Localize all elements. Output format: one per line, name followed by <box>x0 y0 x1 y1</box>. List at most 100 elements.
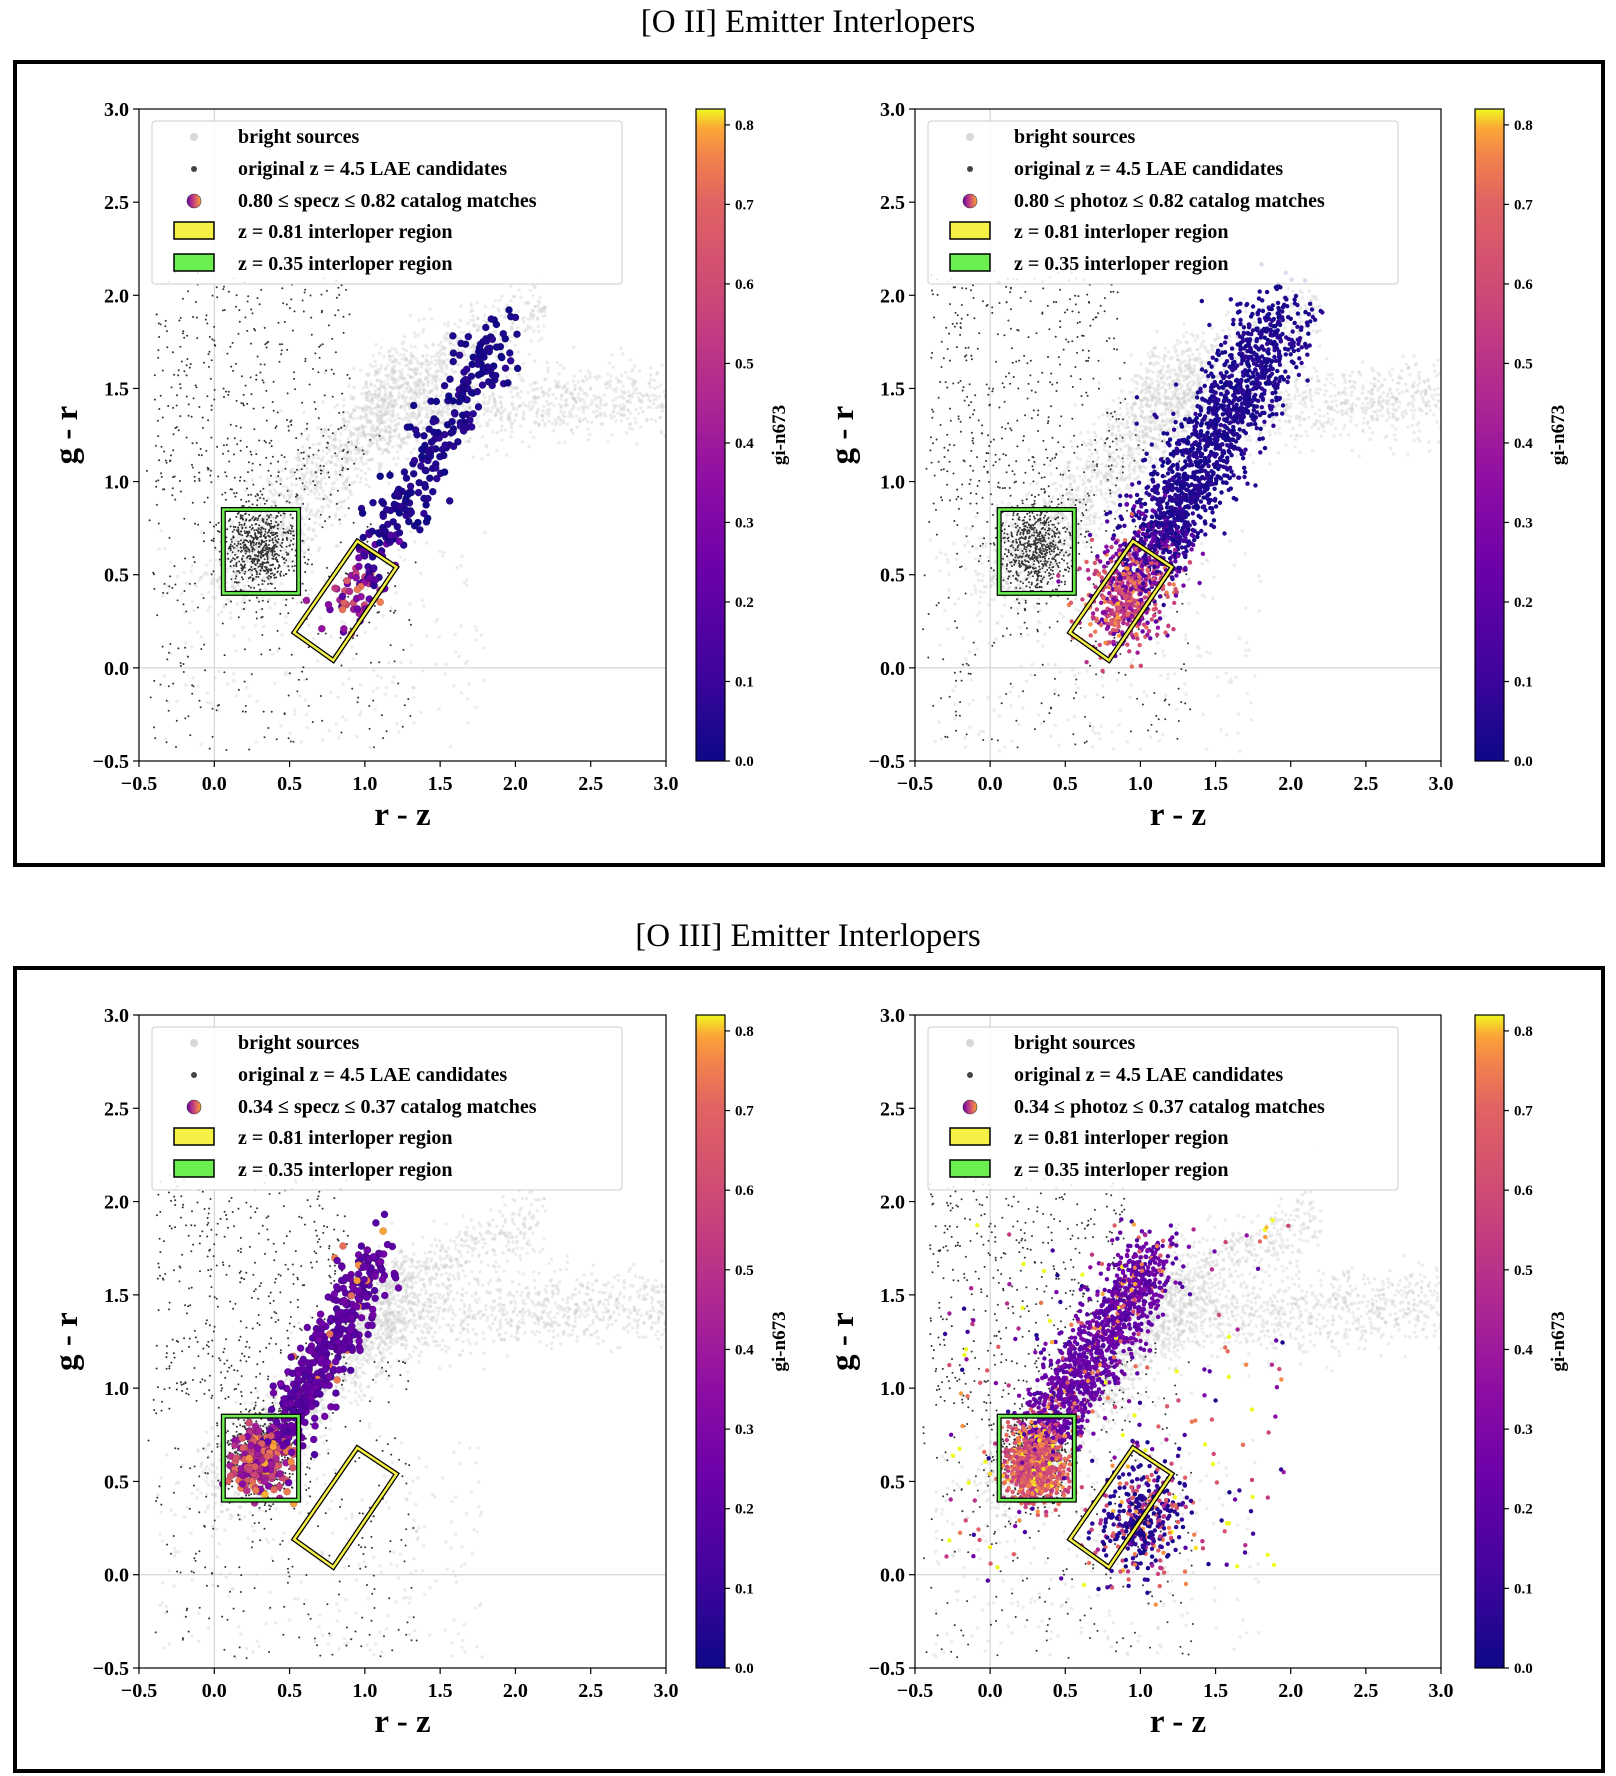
lae-candidate-point <box>270 531 273 534</box>
bright-source-point <box>344 443 348 448</box>
lae-candidate-point <box>277 511 280 514</box>
bright-source-point <box>637 398 642 403</box>
bright-source-point <box>404 363 408 368</box>
bright-source-point <box>397 421 401 425</box>
bright-source-point <box>380 420 384 425</box>
bright-source-point <box>481 646 485 650</box>
bright-source-point <box>558 418 563 422</box>
bright-source-point <box>1067 460 1072 464</box>
bright-source-point <box>462 581 467 585</box>
bright-source-point <box>1004 569 1008 574</box>
bright-source-point <box>535 410 540 414</box>
bright-source-point <box>280 633 284 637</box>
lae-candidate-point <box>277 460 280 463</box>
bright-source-point <box>457 347 461 351</box>
bright-source-point <box>334 437 338 442</box>
bright-source-point <box>412 367 417 371</box>
bright-source-point <box>1084 486 1089 490</box>
bright-source-point <box>397 386 401 390</box>
bright-source-point <box>535 411 539 415</box>
bright-source-point <box>327 728 331 733</box>
catalog-match-point <box>409 401 418 410</box>
bright-source-point <box>1386 392 1390 396</box>
lae-candidate-point <box>229 543 232 546</box>
bright-source-point <box>638 369 642 373</box>
bright-source-point <box>358 713 362 717</box>
bright-source-point <box>398 445 403 450</box>
bright-source-point <box>590 420 594 424</box>
bright-source-point <box>385 430 389 434</box>
lae-candidate-point <box>174 583 177 586</box>
bright-source-point <box>458 318 463 323</box>
bright-source-point <box>426 391 431 395</box>
catalog-match-point <box>462 365 471 374</box>
bright-source-point <box>311 442 316 447</box>
bright-source-point <box>417 414 421 419</box>
lae-candidate-point <box>274 587 277 590</box>
bright-source-point <box>393 364 397 369</box>
bright-source-point <box>1170 356 1175 360</box>
bright-source-point <box>306 437 310 441</box>
bright-source-point <box>1118 456 1123 460</box>
bright-source-point <box>524 328 528 332</box>
bright-source-point <box>563 403 567 408</box>
bright-source-point <box>1160 420 1165 424</box>
bright-source-point <box>489 409 493 414</box>
lae-candidate-point <box>267 534 270 537</box>
bright-source-point <box>475 383 479 387</box>
bright-source-point <box>287 492 291 497</box>
bright-source-point <box>388 398 392 402</box>
bright-source-point <box>439 421 443 425</box>
bright-source-point <box>465 583 469 588</box>
bright-source-point <box>618 408 622 412</box>
bright-source-point <box>617 378 621 383</box>
bright-source-point <box>1163 401 1167 405</box>
bright-source-point <box>598 400 603 404</box>
lae-candidate-point <box>291 548 293 551</box>
bright-source-point <box>1137 465 1142 469</box>
catalog-match-point <box>467 372 476 381</box>
bright-source-point <box>328 435 332 440</box>
bright-source-point <box>560 393 564 397</box>
bright-source-point <box>344 445 349 450</box>
bright-source-point <box>357 451 362 455</box>
bright-source-point <box>373 392 377 396</box>
colorbar-tick-label: 0.6 <box>735 277 754 293</box>
lae-candidate-point <box>152 571 155 574</box>
lae-candidate-point <box>339 636 342 639</box>
bright-source-point <box>359 455 364 460</box>
bright-source-point <box>425 370 429 374</box>
bright-source-point <box>611 365 615 369</box>
bright-source-point <box>243 555 247 559</box>
lae-candidate-point <box>370 661 372 664</box>
bright-source-point <box>1127 474 1131 479</box>
bright-source-point <box>364 411 368 416</box>
bright-source-point <box>162 674 167 678</box>
lae-candidate-point <box>243 601 246 604</box>
bright-source-point <box>380 414 384 418</box>
lae-candidate-point <box>238 309 241 312</box>
bright-source-point <box>1192 392 1196 396</box>
bright-source-point <box>350 443 354 447</box>
bright-source-point <box>417 381 421 385</box>
bright-source-point <box>383 398 387 402</box>
bright-source-point <box>546 393 551 398</box>
bright-source-point <box>396 412 400 417</box>
bright-source-point <box>383 390 387 394</box>
bright-source-point <box>391 385 395 390</box>
bright-source-point <box>468 436 473 440</box>
lae-candidate-point <box>250 560 253 563</box>
bright-source-point <box>390 368 394 372</box>
lae-candidate-point <box>238 523 241 526</box>
bright-source-point <box>428 390 432 394</box>
lae-candidate-point <box>229 525 232 528</box>
bright-source-point <box>1304 395 1308 400</box>
lae-candidate-point <box>161 416 164 419</box>
bright-source-point <box>342 417 346 421</box>
lae-candidate-point <box>210 404 213 407</box>
bright-source-point <box>395 379 400 383</box>
bright-source-point <box>316 508 321 513</box>
bright-source-point <box>625 399 629 403</box>
bright-source-point <box>303 485 308 489</box>
lae-candidate-point <box>286 392 289 395</box>
